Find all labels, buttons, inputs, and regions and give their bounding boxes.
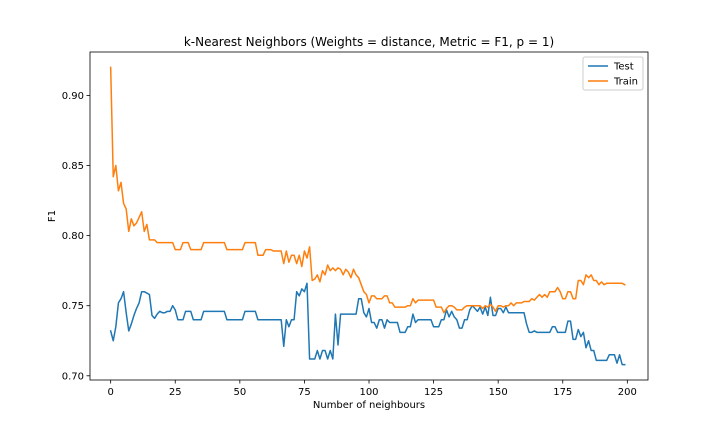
- chart-title: k-Nearest Neighbors (Weights = distance,…: [184, 35, 554, 49]
- x-tick-label: 50: [233, 387, 246, 398]
- series-layer: [109, 66, 626, 366]
- x-axis: 0 25 50 75 100 125 150 175 200: [107, 380, 637, 398]
- y-tick-label: 0.85: [62, 161, 84, 172]
- x-tick-label: 200: [618, 387, 637, 398]
- x-tick-label: 150: [489, 387, 508, 398]
- x-tick-label: 75: [298, 387, 311, 398]
- series-line-train: [109, 66, 626, 314]
- y-tick-label: 0.90: [62, 91, 84, 102]
- y-tick-label: 0.70: [62, 371, 84, 382]
- y-tick-label: 0.80: [62, 231, 84, 242]
- y-axis: 0.70 0.75 0.80 0.85 0.90: [62, 91, 90, 382]
- x-tick-label: 25: [169, 387, 182, 398]
- series-line-test: [109, 282, 626, 366]
- legend-label-train: Train: [613, 77, 638, 88]
- y-axis-label: F1: [47, 210, 58, 222]
- legend-label-test: Test: [613, 62, 634, 73]
- x-tick-label: 175: [553, 387, 572, 398]
- x-tick-label: 100: [359, 387, 378, 398]
- y-tick-label: 0.75: [62, 301, 84, 312]
- legend: Test Train: [582, 56, 644, 91]
- plot-area: [90, 52, 648, 380]
- x-tick-label: 0: [107, 387, 113, 398]
- x-tick-label: 125: [424, 387, 443, 398]
- x-axis-label: Number of neighbours: [313, 400, 425, 411]
